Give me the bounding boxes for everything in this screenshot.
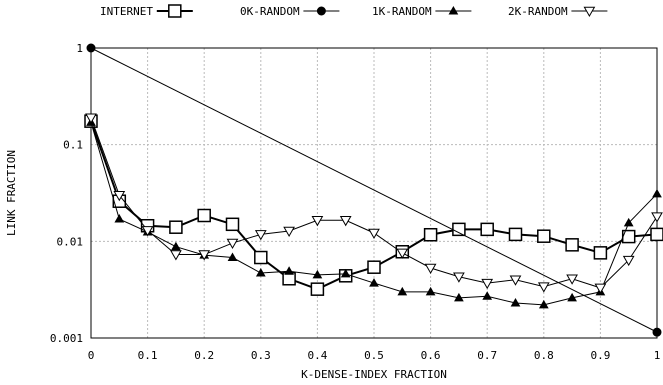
data-point (198, 250, 211, 261)
data-point (650, 227, 663, 242)
legend-marker (168, 4, 182, 18)
data-point (652, 188, 662, 198)
data-point (369, 278, 379, 287)
data-point (622, 255, 635, 267)
legend-marker (316, 6, 326, 16)
data-point (537, 229, 551, 243)
data-point (453, 272, 465, 283)
x-tick-label: 0.3 (251, 349, 271, 362)
legend-label: INTERNET (100, 5, 153, 18)
x-tick-label: 0.5 (364, 349, 384, 362)
data-point (254, 230, 267, 241)
data-point (509, 275, 522, 286)
data-point (141, 226, 154, 237)
data-point (538, 299, 549, 309)
x-tick-label: 1 (654, 349, 661, 362)
data-point (651, 212, 663, 223)
y-tick-label: 0.1 (63, 139, 83, 152)
y-axis-label: LINK FRACTION (5, 150, 18, 236)
data-point (226, 238, 239, 250)
x-tick-label: 0 (88, 349, 95, 362)
y-tick-label: 0.01 (57, 235, 84, 248)
x-tick-label: 0.8 (534, 349, 554, 362)
data-point (283, 226, 295, 237)
data-point (594, 283, 607, 294)
data-point (454, 292, 464, 302)
data-point (254, 250, 268, 265)
x-tick-label: 0.4 (307, 349, 327, 362)
y-tick-label: 0.001 (50, 332, 83, 345)
series-0k-random (86, 43, 662, 337)
data-point (537, 282, 550, 293)
data-point (566, 274, 578, 285)
data-point (480, 222, 494, 237)
x-tick-label: 0.1 (138, 349, 158, 362)
data-point (397, 286, 408, 296)
data-point (311, 216, 324, 227)
data-point (623, 217, 634, 227)
data-point (425, 286, 436, 296)
data-point (424, 263, 437, 274)
data-point (565, 238, 579, 252)
data-point (423, 227, 438, 242)
data-point (197, 208, 211, 223)
legend-label: 1K-RANDOM (372, 5, 432, 18)
legend-entry: 1K-RANDOM (372, 5, 472, 18)
data-point (367, 260, 381, 274)
data-point (310, 282, 325, 296)
data-point (113, 190, 126, 202)
data-point (312, 269, 323, 279)
legend-entry: 0K-RANDOM (240, 5, 340, 18)
legend: INTERNET 0K-RANDOM 1K-RANDOM 2K-RANDOM (100, 4, 608, 18)
legend-marker (448, 5, 459, 15)
legend-entry: INTERNET (100, 4, 193, 18)
x-axis-label: K-DENSE-INDEX FRACTION (301, 368, 447, 381)
data-point (169, 220, 183, 234)
data-point (85, 113, 97, 124)
data-point (340, 268, 351, 278)
data-point (368, 228, 380, 239)
legend-marker (583, 6, 596, 18)
data-point (652, 327, 662, 337)
series-layer (84, 43, 663, 337)
data-point (510, 298, 521, 307)
x-tick-label: 0.7 (477, 349, 497, 362)
tick-labels: 0 0.1 0.2 0.3 0.4 0.5 0.6 0.7 0.8 0.9 1 0.001 0.01 0.… (50, 42, 660, 362)
data-point (114, 214, 125, 223)
legend-label: 2K-RANDOM (508, 5, 568, 18)
data-point (255, 268, 266, 277)
series-line (90, 47, 658, 333)
x-tick-label: 0.9 (590, 349, 610, 362)
data-point (396, 248, 409, 259)
x-tick-label: 0.6 (421, 349, 441, 362)
data-point (86, 43, 96, 53)
data-point (170, 250, 182, 261)
legend-label: 0K-RANDOM (240, 5, 300, 18)
y-tick-label: 1 (76, 42, 83, 55)
x-tick-label: 0.2 (194, 349, 214, 362)
data-point (225, 217, 240, 232)
data-point (482, 291, 493, 300)
series-2k-random (85, 113, 663, 294)
data-point (593, 246, 608, 260)
data-point (284, 266, 294, 275)
data-point (339, 216, 352, 227)
data-point (227, 252, 238, 262)
data-point (452, 222, 466, 237)
data-point (508, 227, 523, 242)
legend-entry: 2K-RANDOM (508, 5, 608, 18)
data-point (481, 278, 494, 290)
data-point (171, 241, 181, 251)
data-point (567, 292, 577, 302)
